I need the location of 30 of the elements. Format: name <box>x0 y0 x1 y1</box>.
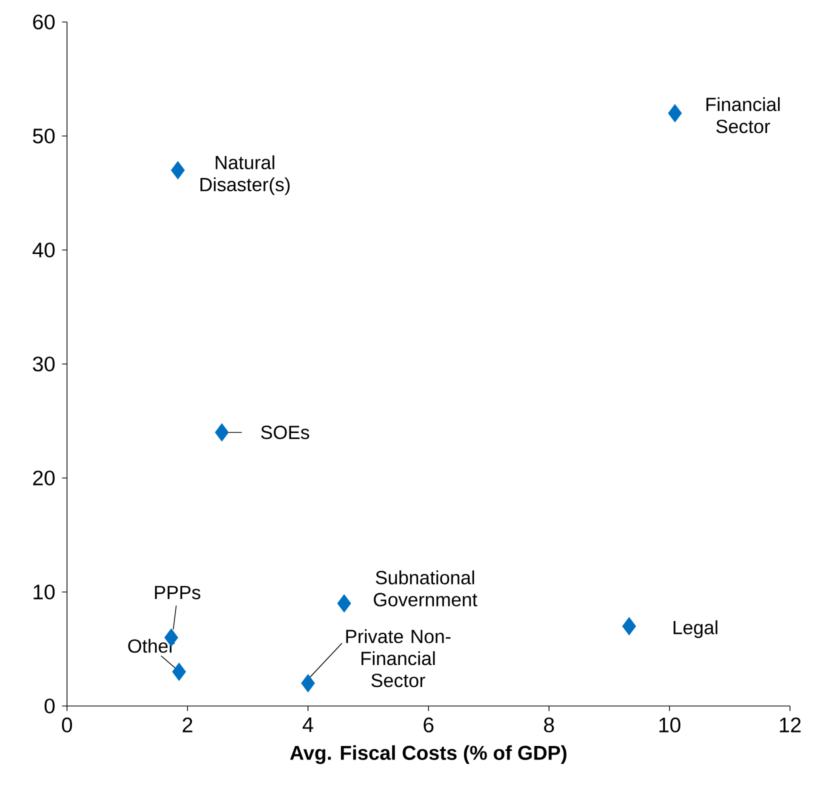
x-axis-title: Avg. Fiscal Costs (% of GDP) <box>290 745 566 764</box>
point <box>214 423 229 442</box>
annotation: Private Non-Financial Sector <box>346 629 450 688</box>
annotation: Subnational Government <box>374 570 478 606</box>
x-tick-label: 0 <box>62 718 72 732</box>
x-tick-label: 4 <box>302 718 314 732</box>
x-tick-label: 10 <box>659 718 680 732</box>
y-tick-label: 10 <box>34 584 55 600</box>
y-tick-label: 60 <box>33 14 55 30</box>
x-tick-label: 6 <box>424 718 434 732</box>
x-tick-label: 8 <box>544 718 554 732</box>
x-tick-label: 12 <box>780 718 801 732</box>
point <box>170 160 185 180</box>
y-tick-label: 20 <box>33 470 55 486</box>
point <box>668 104 682 122</box>
point <box>337 594 352 613</box>
annotation: Natural Disaster(s) <box>200 155 290 196</box>
point <box>622 617 636 636</box>
annotation: SOEs <box>261 426 310 440</box>
annotation: PPPs <box>155 586 200 600</box>
annotation: Financial Sector <box>706 97 780 134</box>
x-tick-label: 2 <box>182 718 192 732</box>
annotation: Legal <box>674 620 718 638</box>
y-tick-label: 30 <box>32 356 55 372</box>
point <box>172 662 186 681</box>
y-tick-label: 40 <box>32 242 55 258</box>
point <box>301 674 315 692</box>
y-tick-label: 50 <box>32 128 55 144</box>
annotation: Other <box>128 638 175 653</box>
y-tick-label: 0 <box>44 698 55 714</box>
